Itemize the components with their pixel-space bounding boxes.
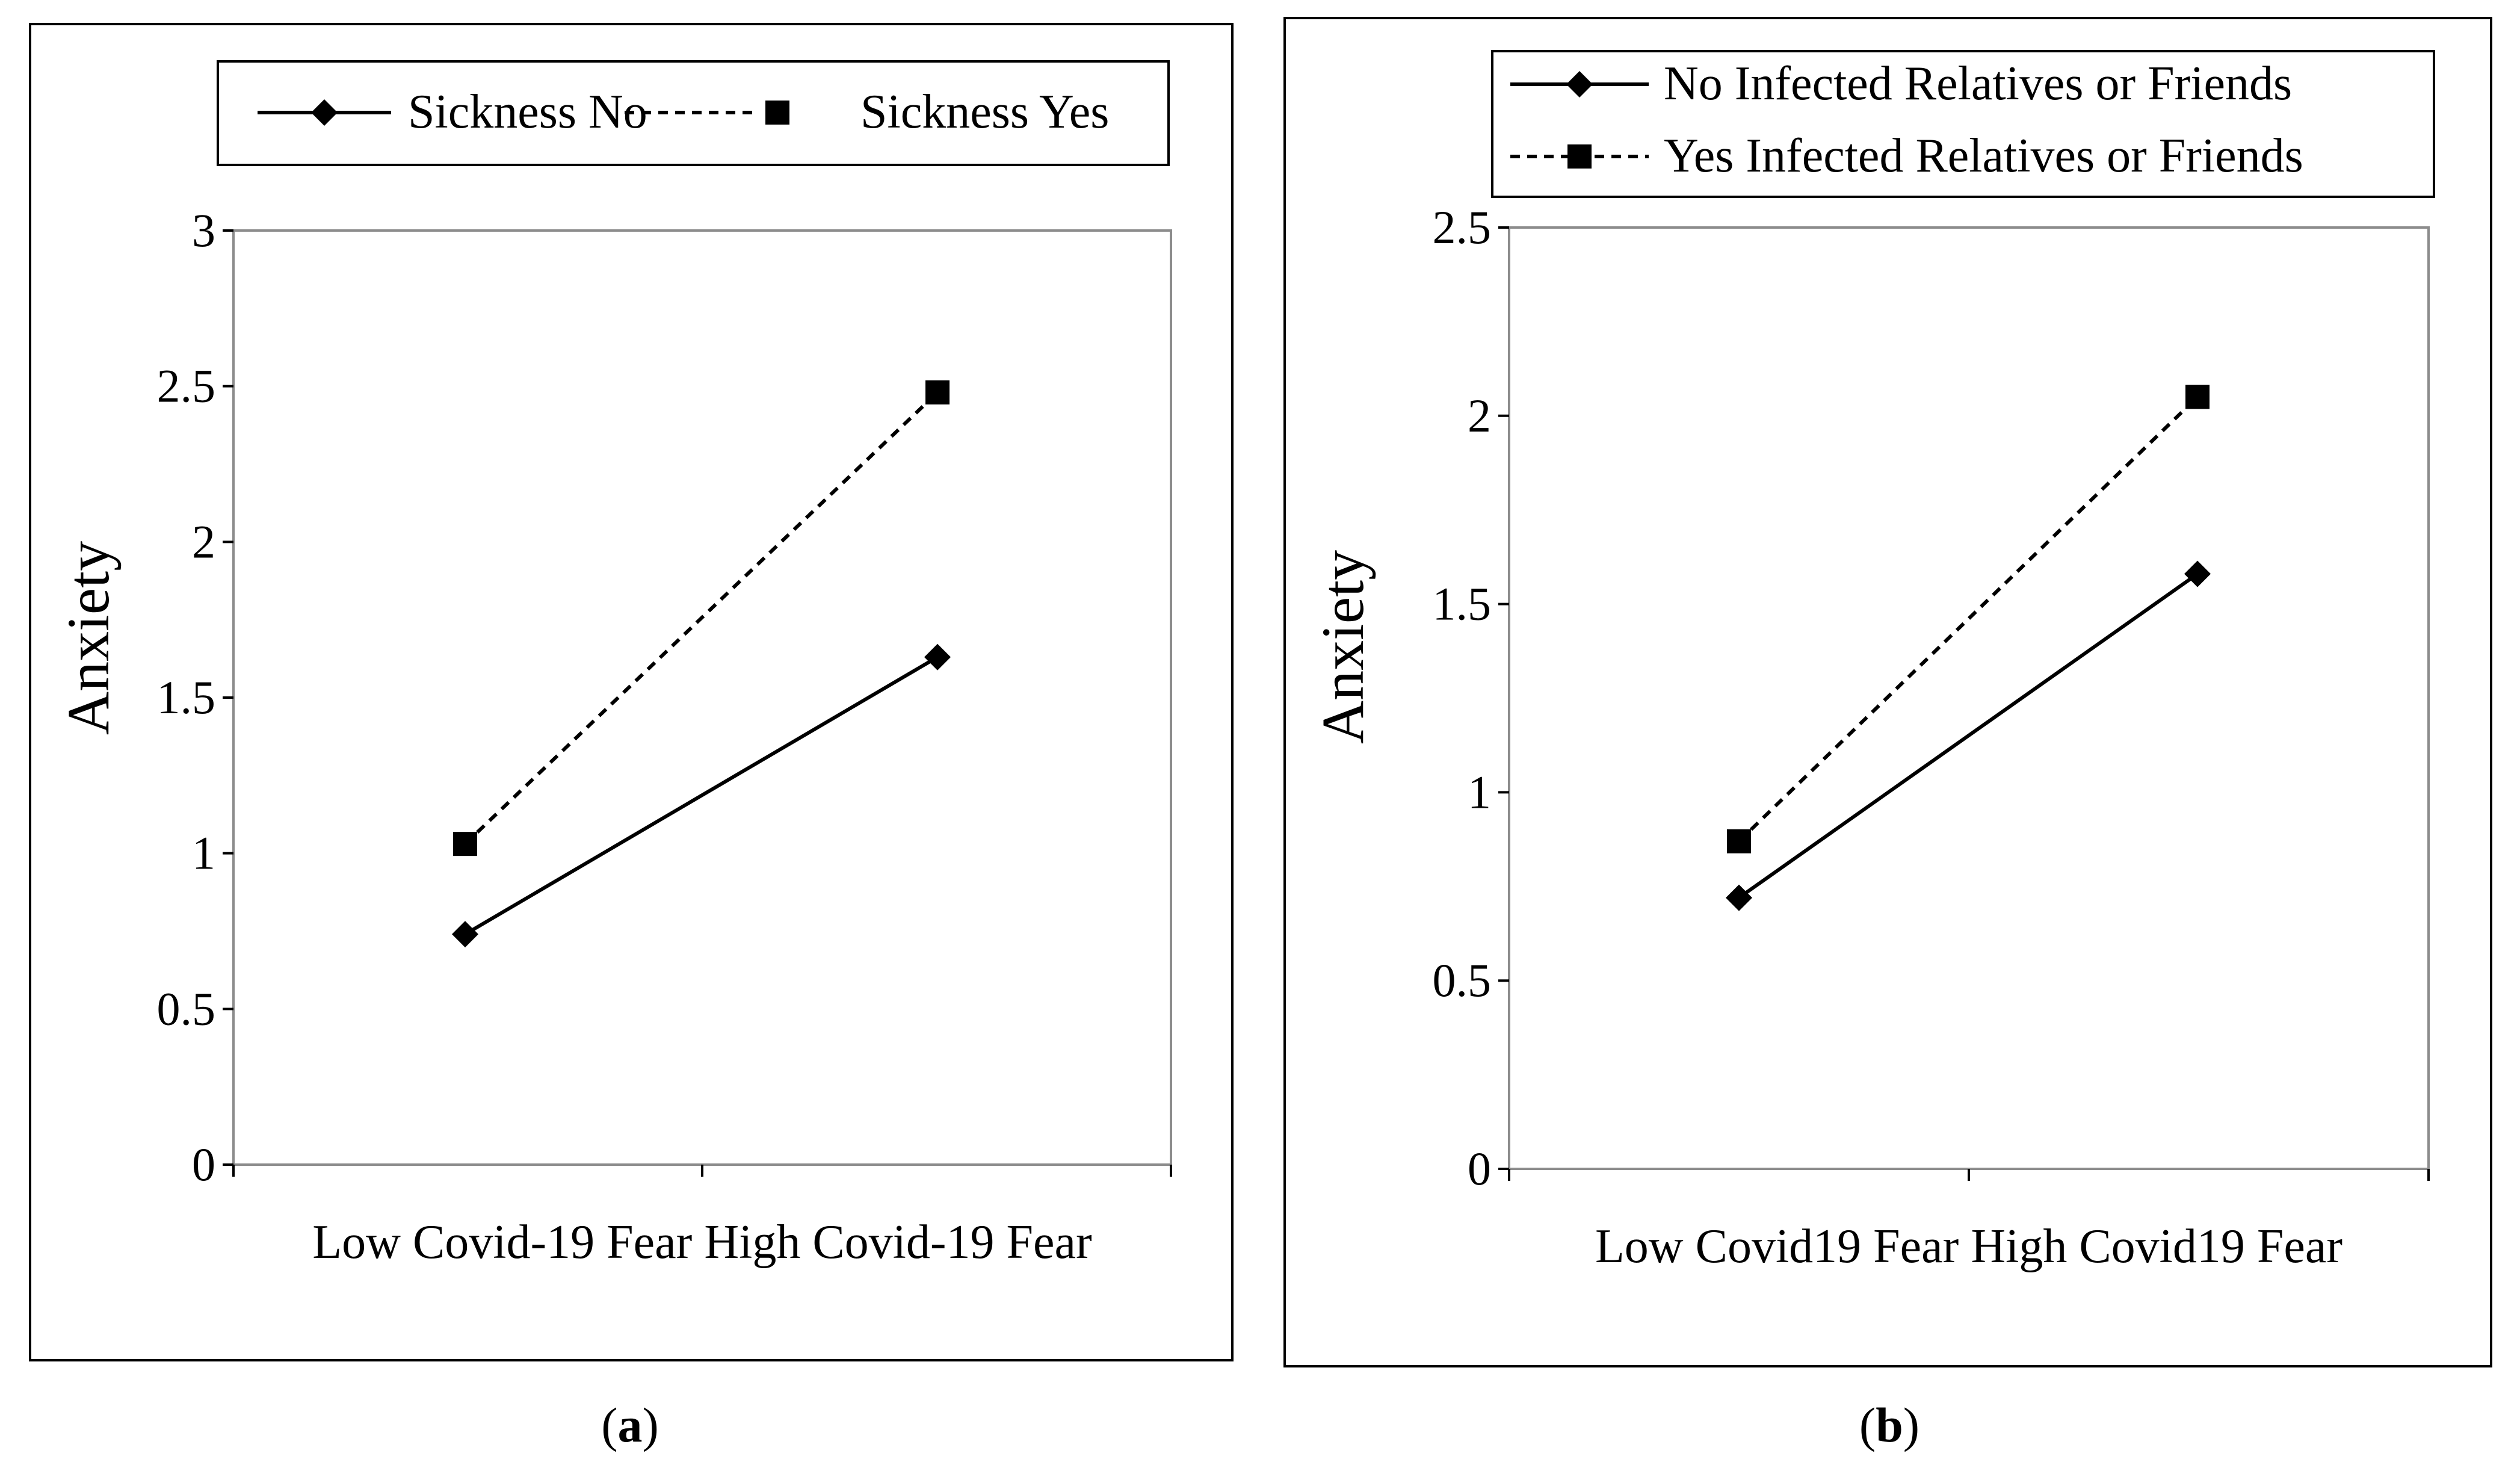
panel-a-label-letter: a bbox=[618, 1398, 643, 1452]
y-tick-label: 1.5 bbox=[157, 671, 216, 723]
y-tick-label: 0.5 bbox=[1433, 954, 1492, 1006]
x-tick-labels: Low Covid-19 Fear High Covid-19 Fear bbox=[312, 1216, 1092, 1269]
panel-b-label-letter: b bbox=[1876, 1398, 1903, 1452]
data-point-diamond bbox=[1726, 885, 1752, 911]
legend-marker-square bbox=[1567, 144, 1592, 169]
panel-a-label-suffix: ) bbox=[643, 1398, 659, 1452]
plot-a-border bbox=[233, 231, 1171, 1165]
y-tick-label: 3 bbox=[192, 204, 215, 256]
series-line bbox=[1739, 397, 2197, 841]
y-tick-label: 2.5 bbox=[1433, 201, 1492, 253]
y-tick-label: 2.5 bbox=[157, 360, 216, 412]
series-line bbox=[465, 657, 937, 934]
y-axis-label-a: Anxiety bbox=[55, 541, 122, 735]
legend-label: Yes Infected Relatives or Friends bbox=[1664, 129, 2303, 182]
y-tick-label: 2 bbox=[1468, 389, 1491, 442]
panel-b-label-suffix: ) bbox=[1903, 1398, 1919, 1452]
data-point-square bbox=[1727, 829, 1751, 853]
panel-a: Sickness No Sickness Yes 0 0.5 1 1.5 2 2.5 3 Lo… bbox=[30, 24, 1232, 1452]
panel-a-label: (a) bbox=[601, 1398, 659, 1452]
legend-label: Sickness Yes bbox=[860, 85, 1109, 138]
y-tick-label: 0.5 bbox=[157, 982, 216, 1035]
data-point-square bbox=[925, 380, 950, 404]
series-b bbox=[1726, 385, 2211, 911]
series-a bbox=[452, 380, 951, 947]
y-axis-ticks-a: 0 0.5 1 1.5 2 2.5 3 bbox=[157, 204, 234, 1191]
series-line bbox=[1739, 574, 2197, 898]
y-tick-label: 0 bbox=[1468, 1142, 1491, 1195]
y-tick-label: 0 bbox=[192, 1138, 215, 1191]
legend-marker-square bbox=[765, 101, 789, 125]
y-tick-label: 1 bbox=[1468, 766, 1491, 818]
series-line bbox=[465, 392, 937, 844]
y-tick-label: 1.5 bbox=[1433, 578, 1492, 630]
plot-b-border bbox=[1509, 228, 2429, 1169]
panel-b-label-prefix: ( bbox=[1859, 1398, 1876, 1452]
legend-label: No Infected Relatives or Friends bbox=[1664, 57, 2292, 110]
y-axis-ticks-b: 0 0.5 1 1.5 2 2.5 bbox=[1433, 201, 1510, 1195]
data-point-square bbox=[2185, 385, 2210, 409]
x-axis-ticks-b: Low Covid19 Fear High Covid19 Fear bbox=[1509, 1169, 2429, 1273]
x-axis-ticks-a: Low Covid-19 Fear High Covid-19 Fear bbox=[233, 1165, 1171, 1269]
legend-label: Sickness No bbox=[408, 85, 647, 138]
data-point-diamond bbox=[924, 644, 951, 670]
x-tick-labels: Low Covid19 Fear High Covid19 Fear bbox=[1595, 1220, 2342, 1273]
panel-a-label-prefix: ( bbox=[601, 1398, 617, 1452]
panel-b: No Infected Relatives or Friends Yes Infe… bbox=[1285, 18, 2491, 1452]
figure: Sickness No Sickness Yes 0 0.5 1 1.5 2 2.5 3 Lo… bbox=[0, 0, 2520, 1471]
y-tick-label: 1 bbox=[192, 827, 215, 879]
data-point-square bbox=[453, 832, 477, 856]
data-point-diamond bbox=[2184, 561, 2211, 587]
data-point-diamond bbox=[452, 921, 478, 947]
y-tick-label: 2 bbox=[192, 515, 215, 568]
panel-b-label: (b) bbox=[1859, 1398, 1919, 1452]
y-axis-label-b: Anxiety bbox=[1309, 550, 1376, 744]
